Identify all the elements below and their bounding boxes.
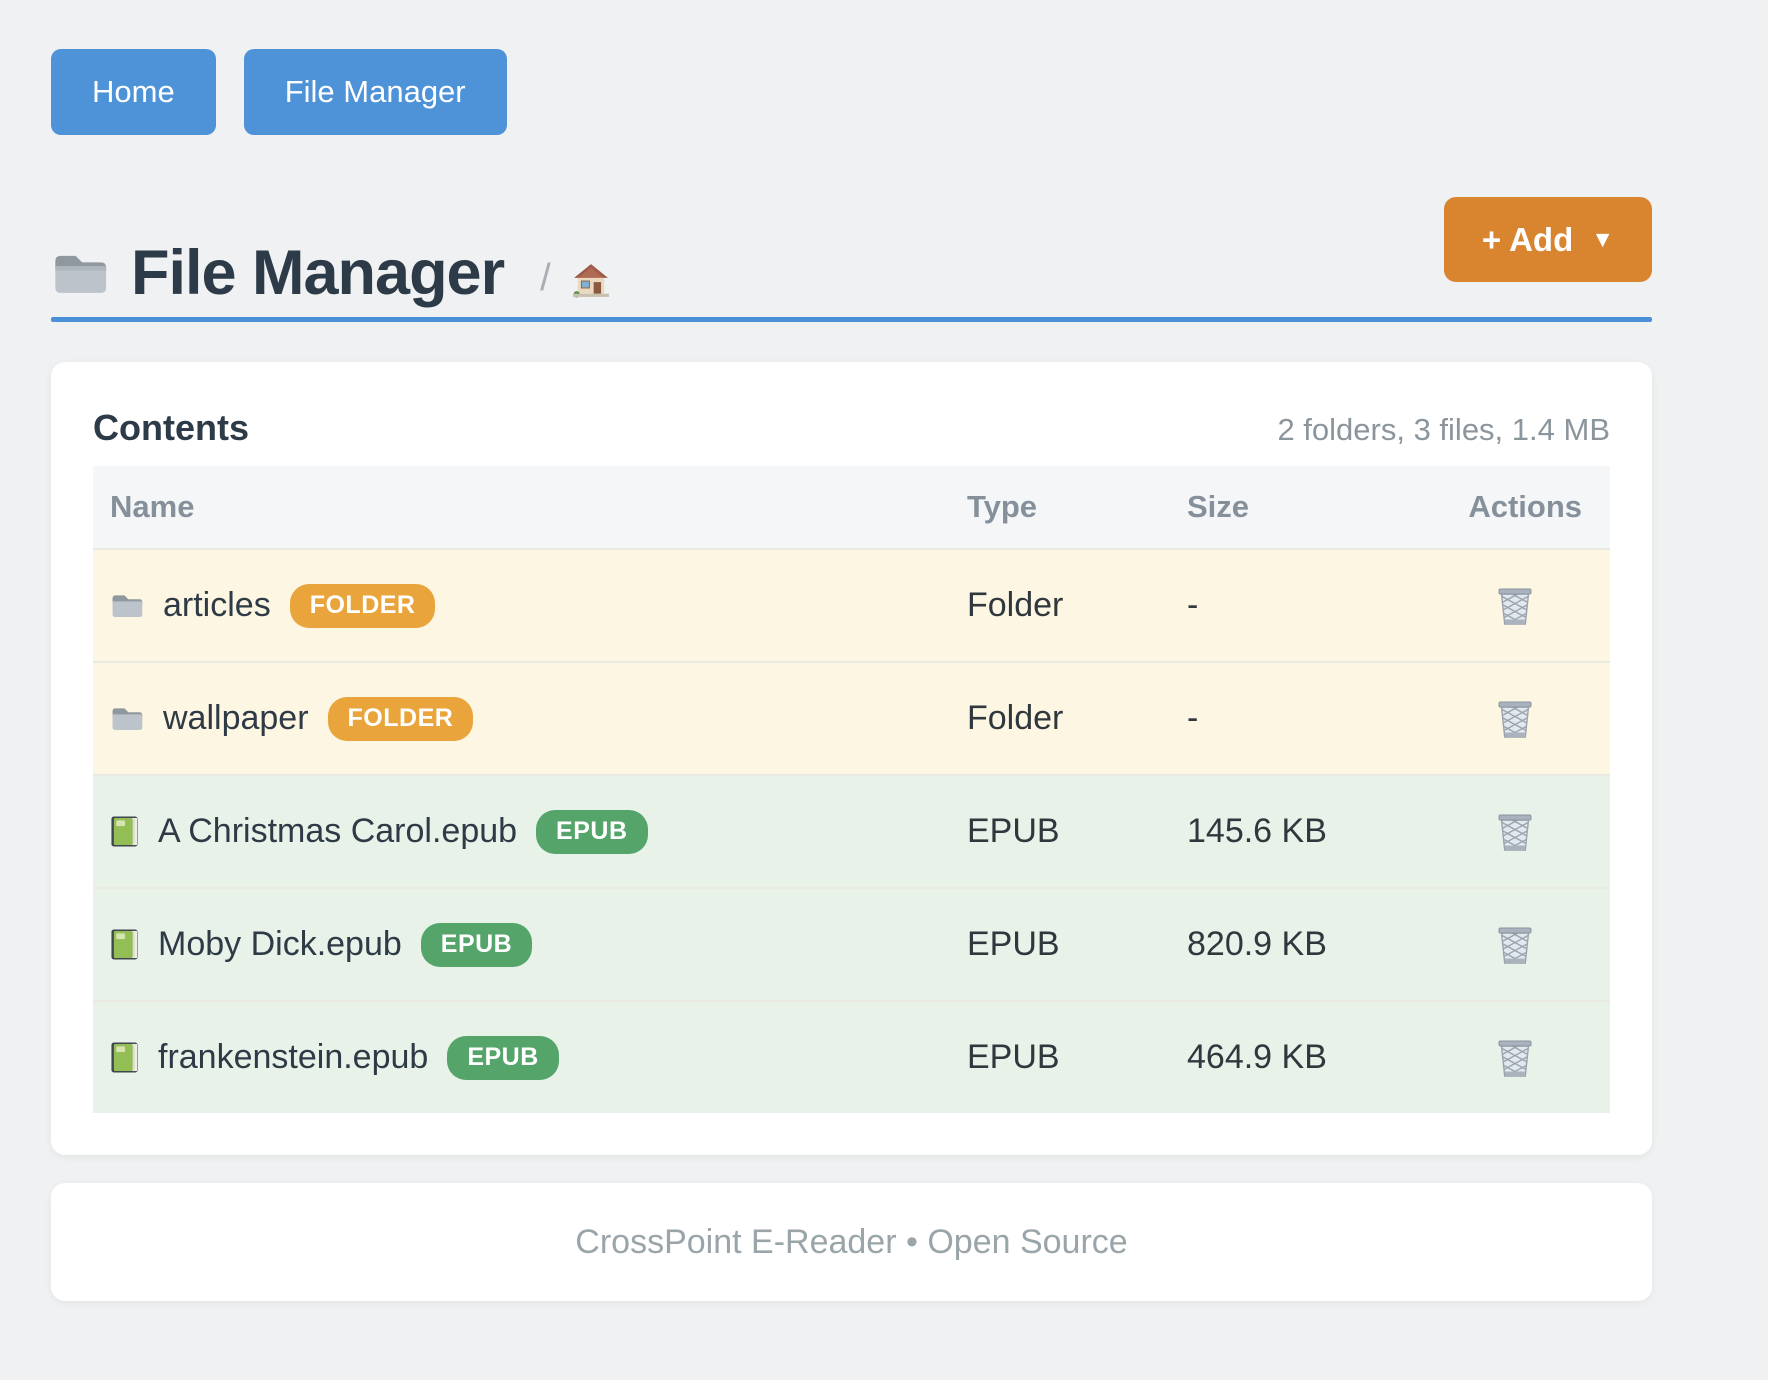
table-row[interactable]: Moby Dick.epub EPUB EPUB 820.9 KB (93, 887, 1610, 1000)
column-header-name: Name (110, 489, 195, 524)
type-cell: EPUB (967, 1038, 1060, 1076)
book-icon (110, 928, 139, 961)
table-header-row: Name Type Size Actions (93, 466, 1610, 548)
type-cell: Folder (967, 586, 1064, 624)
size-cell: 145.6 KB (1187, 812, 1327, 850)
size-cell: - (1187, 699, 1199, 737)
title-group: File Manager / (51, 197, 609, 305)
delete-button[interactable] (1494, 921, 1536, 969)
file-table: Name Type Size Actions articles FOLDER (93, 466, 1610, 1113)
type-cell: EPUB (967, 812, 1060, 850)
file-name: A Christmas Carol.epub (158, 812, 518, 850)
type-badge: FOLDER (289, 583, 436, 628)
table-row[interactable]: A Christmas Carol.epub EPUB EPUB 145.6 K… (93, 774, 1610, 887)
book-icon (110, 815, 139, 848)
trash-icon (1498, 814, 1532, 851)
table-row[interactable]: wallpaper FOLDER Folder - (93, 661, 1610, 774)
type-badge: EPUB (447, 1035, 559, 1080)
size-cell: 464.9 KB (1187, 1038, 1327, 1076)
footer: CrossPoint E-Reader • Open Source (51, 1183, 1652, 1301)
delete-button[interactable] (1494, 808, 1536, 856)
folder-icon (110, 592, 144, 620)
header-divider (51, 317, 1652, 322)
nav-button-file-manager[interactable]: File Manager (243, 49, 507, 135)
type-badge: FOLDER (327, 696, 474, 741)
type-cell: EPUB (967, 925, 1060, 963)
contents-card: Contents 2 folders, 3 files, 1.4 MB Name… (51, 362, 1652, 1155)
nav-button-home[interactable]: Home (51, 49, 216, 135)
folder-icon (110, 705, 144, 733)
delete-button[interactable] (1494, 695, 1536, 743)
delete-button[interactable] (1494, 1034, 1536, 1082)
trash-icon (1498, 588, 1532, 625)
type-badge: EPUB (536, 809, 648, 854)
file-name: articles (163, 586, 271, 624)
type-cell: Folder (967, 699, 1064, 737)
column-header-type: Type (967, 489, 1038, 524)
size-cell: - (1187, 586, 1199, 624)
column-header-actions: Actions (1468, 489, 1582, 524)
trash-icon (1498, 927, 1532, 964)
contents-summary: 2 folders, 3 files, 1.4 MB (1277, 412, 1610, 447)
folder-icon (51, 250, 109, 298)
file-name-link[interactable]: wallpaper FOLDER (93, 696, 967, 741)
book-icon (110, 1041, 139, 1074)
file-name: frankenstein.epub (158, 1038, 429, 1076)
page-title: File Manager (131, 238, 505, 308)
trash-icon (1498, 1040, 1532, 1077)
file-name: wallpaper (163, 699, 309, 737)
add-button-label: + Add (1481, 220, 1574, 258)
delete-button[interactable] (1494, 582, 1536, 630)
breadcrumb-separator: / (540, 257, 551, 299)
footer-text: CrossPoint E-Reader • Open Source (575, 1222, 1128, 1261)
type-badge: EPUB (420, 922, 533, 967)
file-name-link[interactable]: articles FOLDER (93, 583, 967, 628)
trash-icon (1498, 701, 1532, 738)
home-icon[interactable] (572, 250, 609, 298)
add-button[interactable]: + Add ▼ (1443, 197, 1652, 282)
page: Home File Manager File Manager / (51, 0, 1652, 1301)
file-name-link[interactable]: A Christmas Carol.epub EPUB (93, 809, 967, 854)
table-row[interactable]: frankenstein.epub EPUB EPUB 464.9 KB (93, 1000, 1610, 1113)
file-name-link[interactable]: Moby Dick.epub EPUB (93, 922, 967, 967)
page-header: File Manager / + Add ▼ (51, 197, 1652, 305)
top-nav: Home File Manager (51, 49, 1652, 135)
size-cell: 820.9 KB (1187, 925, 1327, 963)
table-row[interactable]: articles FOLDER Folder - (93, 548, 1610, 661)
card-title: Contents (93, 407, 249, 448)
caret-down-icon: ▼ (1591, 226, 1614, 252)
file-name-link[interactable]: frankenstein.epub EPUB (93, 1035, 967, 1080)
file-name: Moby Dick.epub (158, 925, 402, 963)
column-header-size: Size (1187, 489, 1250, 524)
